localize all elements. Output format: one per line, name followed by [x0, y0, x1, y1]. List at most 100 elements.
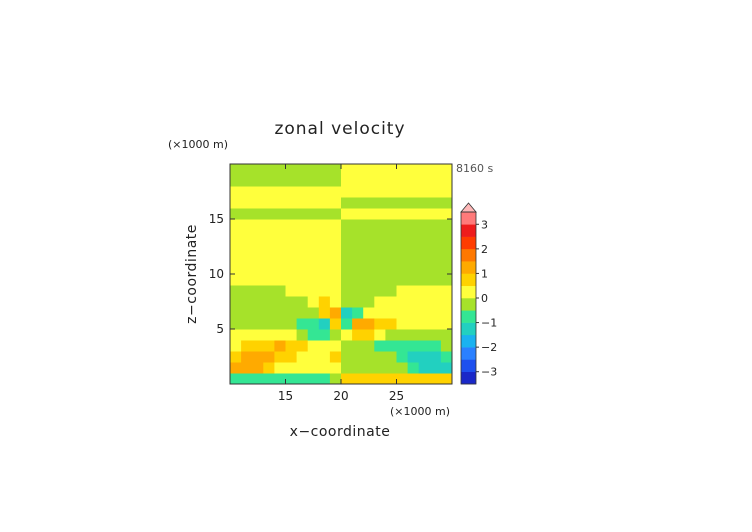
field-cell: [230, 252, 242, 264]
field-cell: [418, 296, 431, 308]
field-cell: [429, 186, 442, 198]
field-cell: [296, 164, 309, 176]
colorbar-tick-label: −1: [481, 317, 497, 330]
field-cell: [318, 164, 331, 176]
field-cell: [274, 252, 286, 264]
field-cell: [307, 186, 320, 198]
field-cell: [252, 164, 264, 176]
field-cell: [396, 340, 409, 352]
field-cell: [296, 318, 309, 330]
field-cell: [241, 318, 253, 330]
field-cell: [352, 208, 364, 220]
field-cell: [296, 241, 309, 253]
field-cell: [307, 307, 320, 319]
field-cell: [263, 164, 275, 176]
field-cell: [418, 285, 431, 297]
field-cell: [341, 362, 353, 374]
field-cell: [241, 175, 253, 187]
field-cell: [418, 351, 431, 363]
field-cell: [374, 318, 386, 330]
field-cell: [307, 351, 320, 363]
field-cell: [318, 362, 331, 374]
field-cell: [407, 241, 420, 253]
field-cell: [285, 175, 298, 187]
field-cell: [363, 197, 375, 209]
field-cell: [352, 307, 364, 319]
field-cell: [230, 241, 242, 253]
field-cell: [307, 274, 320, 286]
field-cell: [396, 197, 409, 209]
field-cell: [263, 340, 275, 352]
field-cell: [329, 329, 342, 341]
field-cell: [363, 318, 375, 330]
field-cell: [296, 329, 309, 341]
field-cell: [418, 340, 431, 352]
field-cell: [418, 274, 431, 286]
field-cell: [407, 296, 420, 308]
y-tick-label: 10: [209, 267, 224, 281]
field-cell: [385, 197, 397, 209]
field-cell: [307, 164, 320, 176]
field-cell: [374, 373, 386, 385]
field-cell: [241, 219, 253, 231]
field-cell: [241, 252, 253, 264]
field-cell: [440, 230, 453, 242]
field-cell: [341, 197, 353, 209]
field-cell: [352, 296, 364, 308]
field-cell: [363, 285, 375, 297]
field-cell: [263, 285, 275, 297]
field-cell: [429, 197, 442, 209]
field-cell: [429, 252, 442, 264]
field-cell: [407, 164, 420, 176]
field-cell: [230, 186, 242, 198]
field-cell: [296, 197, 309, 209]
field-cell: [407, 307, 420, 319]
field-cell: [352, 230, 364, 242]
field-cell: [307, 373, 320, 385]
field-cell: [274, 274, 286, 286]
field-cell: [274, 186, 286, 198]
field-cell: [274, 219, 286, 231]
field-cell: [374, 340, 386, 352]
x-axis-label: x−coordinate: [290, 424, 391, 440]
field-cell: [374, 307, 386, 319]
field-cell: [230, 373, 242, 385]
field-cell: [352, 351, 364, 363]
field-cell: [329, 208, 342, 220]
field-cell: [285, 340, 298, 352]
field-cell: [274, 307, 286, 319]
field-cell: [307, 252, 320, 264]
field-cell: [396, 186, 409, 198]
field-cell: [429, 285, 442, 297]
field-cell: [329, 252, 342, 264]
field-cell: [374, 296, 386, 308]
field-cell: [329, 373, 342, 385]
field-cell: [296, 296, 309, 308]
field-cell: [440, 340, 453, 352]
field-cell: [307, 340, 320, 352]
field-cell: [396, 373, 409, 385]
field-cell: [385, 329, 397, 341]
y-tick-label: 5: [216, 322, 224, 336]
field-cell: [385, 340, 397, 352]
field-cell: [285, 296, 298, 308]
field-cell: [318, 340, 331, 352]
field-cell: [252, 318, 264, 330]
field-cell: [396, 329, 409, 341]
field-cell: [352, 373, 364, 385]
field-cell: [352, 175, 364, 187]
field-cell: [285, 362, 298, 374]
field-cell: [329, 164, 342, 176]
field-cell: [230, 362, 242, 374]
field-cell: [296, 274, 309, 286]
field-cell: [396, 318, 409, 330]
field-cell: [318, 208, 331, 220]
field-cell: [252, 252, 264, 264]
field-cell: [285, 230, 298, 242]
field-cell: [230, 340, 242, 352]
field-cell: [329, 186, 342, 198]
field-cell: [363, 164, 375, 176]
field-cell: [440, 164, 453, 176]
field-cell: [418, 208, 431, 220]
field-cell: [274, 230, 286, 242]
